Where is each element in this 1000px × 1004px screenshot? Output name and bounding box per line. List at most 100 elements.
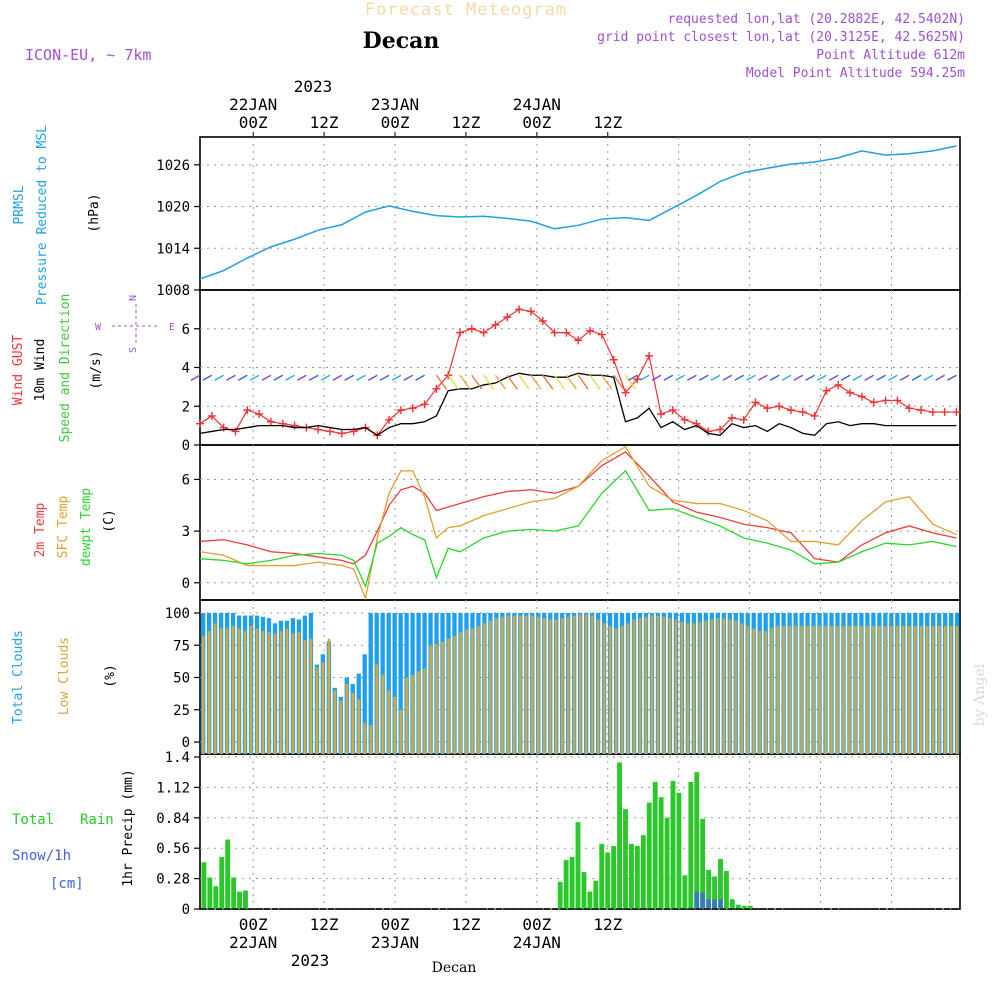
top-tick-0: 00Z: [239, 113, 268, 132]
wind-ylabel: Wind GUST 10m Wind Speed and Direction (…: [11, 294, 104, 443]
gust-marker: [916, 406, 925, 415]
pressure-label-2: Pressure Reduced to MSL: [35, 125, 50, 305]
ytick-label-0-1: 1014: [156, 241, 190, 257]
wind-dir-arrow: [249, 374, 260, 381]
wind-dir-arrow: [734, 374, 745, 381]
rain-bar: [237, 891, 242, 909]
wind-dir-arrow: [320, 374, 331, 381]
wind-dir-arrow: [273, 374, 284, 381]
ytick-label-3-4: 100: [165, 606, 190, 622]
gust-marker: [385, 415, 394, 424]
ytick-label-2-2: 6: [182, 472, 190, 488]
low-cloud-bar: [770, 628, 773, 754]
rain-bar: [617, 762, 622, 909]
top-year: 2023: [294, 77, 333, 96]
wind-dir-arrow: [297, 374, 307, 381]
snow-bar: [706, 899, 712, 909]
wind-dir-arrow: [687, 374, 697, 381]
low-cloud-bar: [740, 623, 743, 754]
low-cloud-bar: [231, 625, 235, 754]
low-cloud-bar: [285, 628, 289, 754]
gust-marker: [905, 404, 914, 413]
chart-title: Forecast Meteogram: [365, 0, 567, 20]
wind-dir-arrow: [710, 374, 721, 381]
gust-marker: [810, 411, 819, 420]
rain-bar: [563, 860, 569, 909]
low-cloud-bar: [279, 631, 283, 754]
low-cloud-bar: [656, 615, 660, 754]
low-cloud-bar: [644, 616, 648, 754]
gust-marker: [562, 328, 571, 337]
compass-west: W: [95, 322, 102, 333]
pressure-label-1: PRMSL: [12, 185, 27, 224]
low-cloud-bar: [363, 722, 366, 754]
cloud-unit: (%): [103, 664, 118, 687]
low-cloud-bar: [255, 628, 259, 754]
ytick-label-1-1: 2: [182, 399, 190, 415]
low-cloud-bar: [866, 625, 869, 754]
low-cloud-bar: [315, 667, 319, 754]
legend-snow: Snow/1h: [12, 848, 71, 864]
model-altitude: Model Point Altitude 594.25m: [746, 66, 965, 81]
watermark: by Angel: [972, 663, 988, 726]
gust-marker: [645, 351, 654, 360]
wind-dir-arrow: [935, 374, 945, 381]
low-cloud-bar: [513, 615, 516, 754]
ytick-label-1-3: 6: [182, 322, 190, 338]
low-cloud-bar: [309, 638, 313, 754]
low-cloud-bar: [602, 623, 606, 754]
low-cloud-bar: [435, 643, 438, 754]
wind-dir-arrow: [226, 374, 236, 381]
gust-marker: [786, 406, 795, 415]
wind-dir-arrow: [518, 374, 530, 390]
low-cloud-bar: [566, 616, 570, 754]
gust-marker: [881, 396, 890, 405]
gust-marker: [869, 398, 878, 407]
low-cloud-bar: [668, 618, 672, 754]
low-cloud-bar: [632, 619, 636, 754]
gust-marker: [349, 427, 358, 436]
top-date-0: 22JAN: [229, 95, 277, 114]
rain-bar: [676, 792, 682, 909]
panel-frame-0: [199, 136, 961, 291]
gust-marker: [456, 328, 465, 337]
low-cloud-bar: [483, 623, 486, 754]
ytick-label-0-3: 1026: [156, 158, 190, 174]
gust-marker: [668, 406, 677, 415]
wind-dir-arrow: [367, 374, 378, 381]
wind-dir-arrow: [698, 374, 709, 381]
pressure-unit: (hPa): [87, 193, 102, 232]
compass-north: N: [128, 295, 139, 301]
gust-marker: [574, 336, 583, 345]
wind-dir-arrow: [793, 374, 804, 381]
top-date-2: 23JAN: [371, 95, 419, 114]
wind-dir-arrow: [542, 374, 554, 390]
legend-cm: [cm]: [50, 876, 84, 892]
low-cloud-bar: [949, 625, 953, 754]
dewpt-line: [199, 469, 957, 589]
bottom-date-2: 23JAN: [371, 933, 419, 952]
wind-dir-arrow: [663, 374, 674, 381]
dewpt-label: dewpt Temp: [79, 488, 94, 566]
low-cloud-bar: [590, 615, 594, 754]
wind-dir-arrow: [565, 374, 577, 390]
wind-dir-arrow: [911, 374, 922, 381]
low-cloud-bar: [507, 615, 510, 754]
rain-bar: [712, 876, 717, 909]
low-cloud-bar: [896, 625, 899, 754]
low-cloud-bar: [620, 625, 624, 754]
pressure-ylabel: PRMSL Pressure Reduced to MSL (hPa): [12, 125, 102, 305]
low-cloud-bar: [560, 618, 564, 754]
low-cloud-bar: [327, 638, 331, 754]
ytick-label-3-1: 25: [173, 703, 190, 719]
rain-bar: [557, 881, 563, 909]
total-cloud-bar: [368, 613, 373, 754]
wind10-line: [199, 372, 957, 437]
low-cloud-bar: [267, 632, 271, 754]
rain-bar: [569, 856, 575, 909]
total-cloud-bar: [386, 613, 391, 754]
low-cloud-bar: [848, 625, 851, 754]
snow-bar: [700, 892, 706, 909]
low-cloud-bar: [614, 628, 618, 754]
